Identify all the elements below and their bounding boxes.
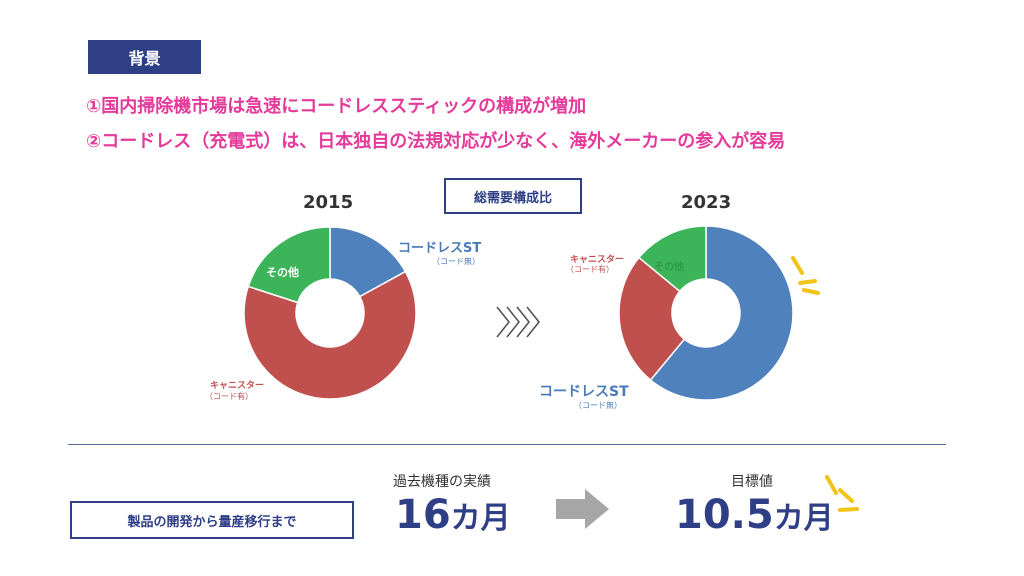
slice-2023-canister xyxy=(618,256,686,382)
slice-2023-other xyxy=(637,225,707,293)
label-2015-cordless: コードレスST xyxy=(398,241,482,256)
slice-2015-canister xyxy=(243,270,417,400)
dev-period-label: 製品の開発から量産移行まで xyxy=(70,501,354,539)
label-2015-canister: キャニスター xyxy=(210,381,265,391)
actual-caption: 過去機種の実績 xyxy=(393,474,491,490)
highlight-burst-icon xyxy=(791,256,820,295)
label-2023-cordless-sub: （コード無） xyxy=(574,401,622,410)
donut-2023 xyxy=(618,225,794,401)
target-unit: カ月 xyxy=(773,501,834,536)
target-burst-icon xyxy=(825,475,859,512)
target-caption: 目標値 xyxy=(731,474,773,490)
chart-1-year: 2015 xyxy=(303,192,354,213)
label-2015-canister-sub: （コード有） xyxy=(205,392,253,401)
chart-title: 総需要構成比 xyxy=(444,178,582,214)
slice-2023-cordless xyxy=(649,225,794,401)
chevron-arrow-icon xyxy=(496,306,541,338)
label-2015-other: その他 xyxy=(266,266,299,279)
target-number: 10.5 xyxy=(675,492,774,538)
label-2023-cordless: コードレスST xyxy=(539,384,629,400)
label-2023-canister: キャニスター xyxy=(570,255,625,265)
label-2015-cordless-sub: （コード無） xyxy=(432,257,480,266)
slice-2015-other xyxy=(247,226,331,304)
section-label: 背景 xyxy=(88,40,201,74)
point-2: ②コードレス（充電式）は、日本独自の法規対応が少なく、海外メーカーの参入が容易 xyxy=(86,131,786,152)
label-2023-other: その他 xyxy=(654,262,684,273)
right-arrow-icon xyxy=(556,489,609,529)
divider-line xyxy=(68,444,946,445)
donut-2015 xyxy=(243,226,417,400)
chart-2-year: 2023 xyxy=(681,192,732,213)
actual-value: 16カ月 xyxy=(395,492,511,538)
actual-number: 16 xyxy=(395,492,451,538)
point-1: ①国内掃除機市場は急速にコードレススティックの構成が増加 xyxy=(86,96,587,117)
target-value: 10.5カ月 xyxy=(675,492,834,538)
actual-unit: カ月 xyxy=(450,501,511,536)
label-2023-canister-sub: （コード有） xyxy=(566,265,614,274)
